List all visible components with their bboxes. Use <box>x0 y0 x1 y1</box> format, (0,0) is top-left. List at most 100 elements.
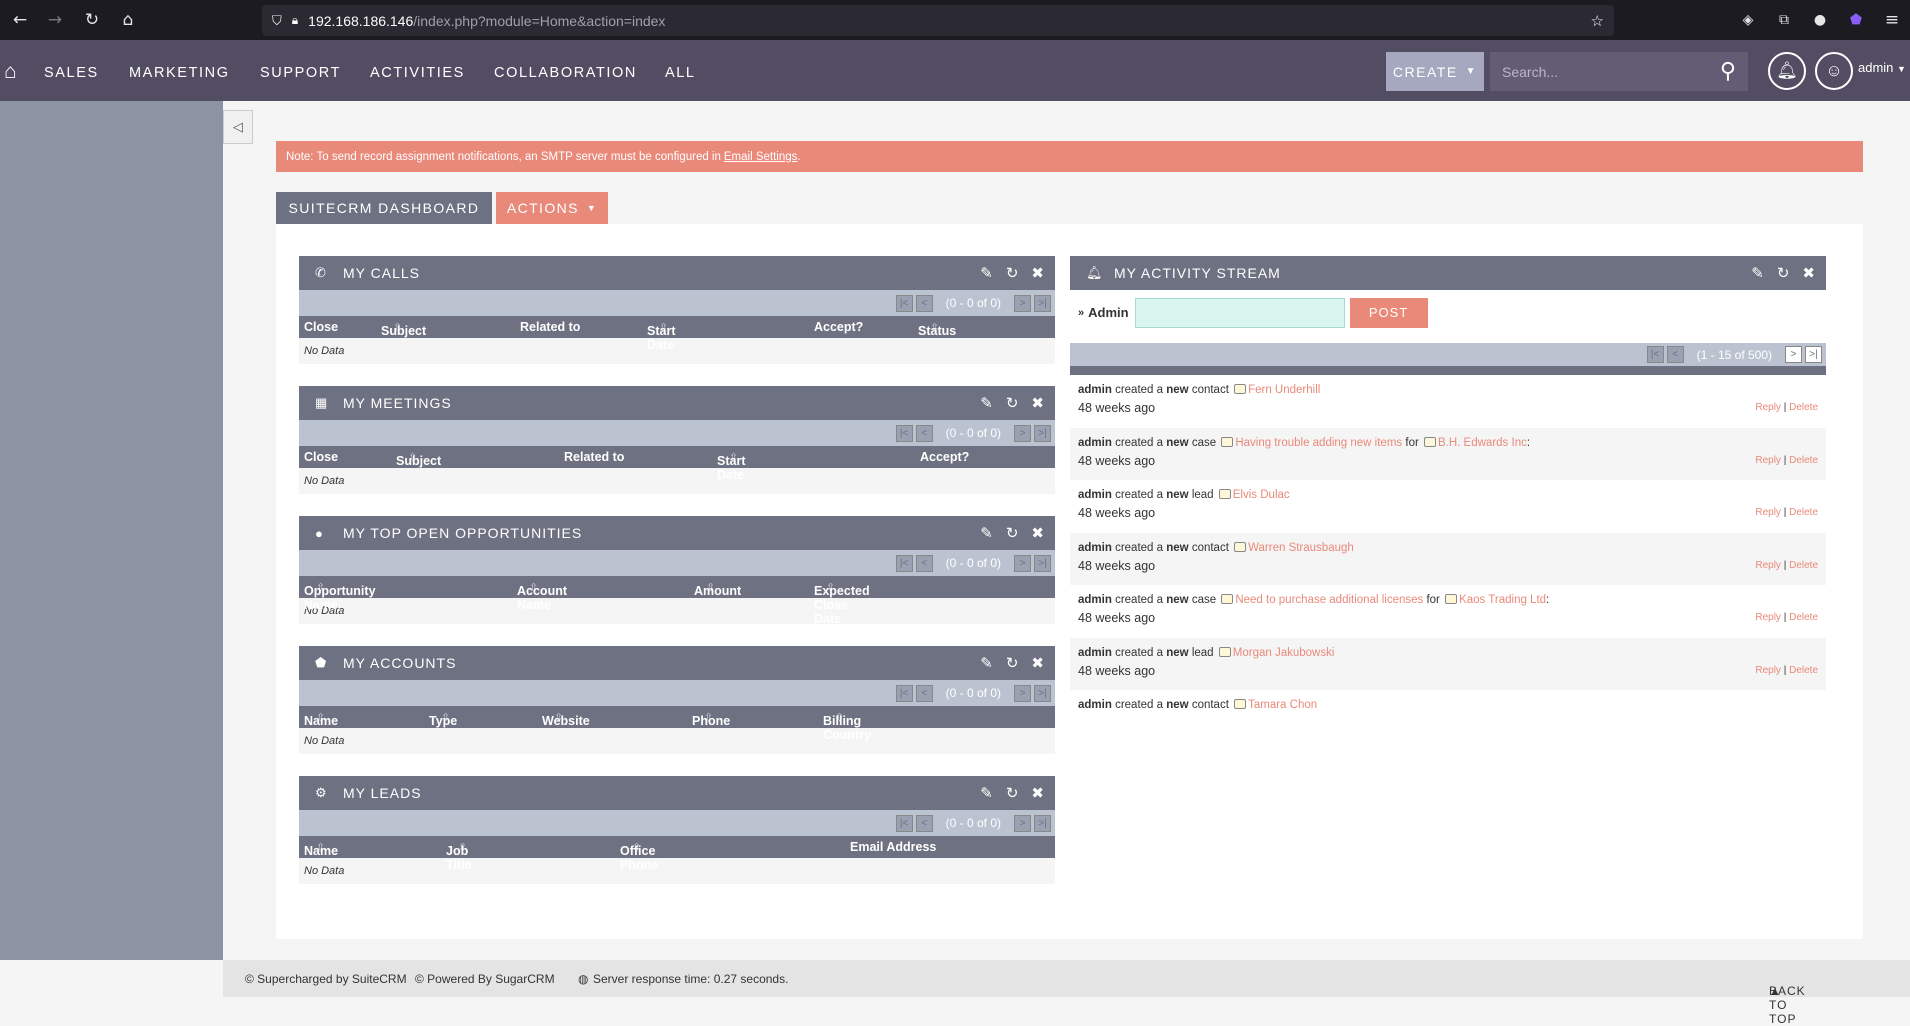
sort-icon[interactable]: ⇳ <box>393 322 403 334</box>
next-page-button[interactable]: > <box>1014 554 1031 572</box>
close-icon[interactable]: ✖ <box>1031 525 1045 542</box>
activity-record-link[interactable]: Warren Strausbaugh <box>1248 541 1354 554</box>
last-page-button[interactable]: >| <box>1034 424 1051 442</box>
back-icon[interactable]: ← <box>12 10 28 30</box>
user-menu[interactable]: admin ▼ <box>1858 60 1906 75</box>
edit-icon[interactable]: ✎ <box>980 265 994 282</box>
close-icon[interactable]: ✖ <box>1031 655 1045 672</box>
prev-page-button[interactable]: < <box>915 294 933 312</box>
column-subject[interactable]: Subject ⇳ <box>396 452 442 468</box>
create-button[interactable]: CREATE ▼ <box>1386 52 1484 91</box>
extension-fox-icon[interactable]: ● <box>1813 12 1827 28</box>
sort-icon[interactable]: ⇳ <box>706 582 716 594</box>
column-subject[interactable]: Subject ⇳ <box>381 322 427 338</box>
global-search-input[interactable]: Search... ⚲ <box>1490 52 1748 91</box>
next-page-button[interactable]: > <box>1014 814 1031 832</box>
last-page-button[interactable]: >| <box>1805 346 1822 363</box>
sort-icon[interactable]: ⇳ <box>408 452 418 464</box>
first-page-button[interactable]: |< <box>895 424 913 442</box>
reply-link[interactable]: Reply <box>1755 454 1781 466</box>
nav-marketing[interactable]: MARKETING <box>129 65 230 81</box>
delete-link[interactable]: Delete <box>1789 507 1818 518</box>
menu-icon[interactable]: ≡ <box>1884 10 1900 30</box>
sort-icon[interactable]: ⇳ <box>659 322 669 334</box>
nav-sales[interactable]: SALES <box>44 65 99 81</box>
sort-icon[interactable]: ⇳ <box>316 712 326 724</box>
column-website[interactable]: Website ⇳ <box>542 712 590 728</box>
bookmark-star-icon[interactable]: ☆ <box>1590 12 1604 30</box>
column-phone[interactable]: Phone ⇳ <box>692 712 731 728</box>
last-page-button[interactable]: >| <box>1034 294 1051 312</box>
forward-icon[interactable]: → <box>47 10 63 30</box>
delete-link[interactable]: Delete <box>1789 402 1818 413</box>
reply-link[interactable]: Reply <box>1755 402 1781 413</box>
close-icon[interactable]: ✖ <box>1031 785 1045 802</box>
home-icon[interactable]: ⌂ <box>122 10 134 30</box>
extension-shield-icon[interactable]: ⬟ <box>1849 12 1863 28</box>
prev-page-button[interactable]: < <box>1666 346 1684 363</box>
first-page-button[interactable]: |< <box>1646 346 1664 363</box>
sort-icon[interactable]: ⇳ <box>316 842 326 854</box>
home-nav-icon[interactable]: ⌂ <box>4 60 17 83</box>
activity-record-link[interactable]: Morgan Jakubowski <box>1232 646 1335 659</box>
activity-record-link[interactable]: Elvis Dulac <box>1232 489 1290 501</box>
sort-icon[interactable]: ⇳ <box>826 582 836 594</box>
column-start-date[interactable]: Start Date ⇳ <box>717 452 746 482</box>
column-name[interactable]: Name ⇳ <box>304 712 339 728</box>
sort-icon[interactable]: ⇳ <box>458 842 468 854</box>
nav-all[interactable]: ALL <box>665 65 696 81</box>
column-account-name[interactable]: Account Name ⇳ <box>517 582 567 612</box>
delete-link[interactable]: Delete <box>1789 612 1818 623</box>
refresh-icon[interactable]: ↻ <box>1005 785 1020 802</box>
column-status[interactable]: Status ⇳ <box>918 322 957 338</box>
notifications-bell-icon[interactable]: 🔔︎ <box>1768 52 1806 90</box>
close-icon[interactable]: ✖ <box>1031 265 1045 282</box>
sort-icon[interactable]: ⇳ <box>704 712 714 724</box>
post-button[interactable]: POST <box>1349 297 1428 328</box>
next-page-button[interactable]: > <box>1014 684 1031 702</box>
reply-link[interactable]: Reply <box>1755 507 1781 518</box>
extensions-icon[interactable]: ⧉ <box>1779 12 1789 28</box>
prev-page-button[interactable]: < <box>915 554 933 572</box>
reply-link[interactable]: Reply <box>1755 612 1781 623</box>
activity-record-link[interactable]: Tamara Chon <box>1248 699 1318 711</box>
sort-icon[interactable]: ⇳ <box>316 582 326 594</box>
delete-link[interactable]: Delete <box>1789 664 1818 676</box>
first-page-button[interactable]: |< <box>895 814 913 832</box>
first-page-button[interactable]: |< <box>895 294 913 312</box>
edit-icon[interactable]: ✎ <box>980 785 994 802</box>
column-billing-country[interactable]: Billing Country ⇳ <box>823 712 871 742</box>
next-page-button[interactable]: > <box>1014 424 1031 442</box>
nav-activities[interactable]: ACTIVITIES <box>370 65 465 81</box>
user-avatar-icon[interactable]: ☺ <box>1815 52 1853 90</box>
refresh-icon[interactable]: ↻ <box>1005 655 1020 672</box>
last-page-button[interactable]: >| <box>1034 814 1051 832</box>
activity-account-link[interactable]: B.H. Edwards Inc <box>1438 436 1527 449</box>
first-page-button[interactable]: |< <box>895 554 913 572</box>
column-job-title[interactable]: Job Title ⇳ <box>446 842 472 872</box>
prev-page-button[interactable]: < <box>915 684 933 702</box>
next-page-button[interactable]: > <box>1785 346 1802 363</box>
next-page-button[interactable]: > <box>1014 294 1031 312</box>
sort-icon[interactable]: ⇳ <box>554 712 564 724</box>
refresh-icon[interactable]: ↻ <box>1005 395 1020 412</box>
delete-link[interactable]: Delete <box>1789 559 1818 571</box>
column-name[interactable]: Name ⇳ <box>304 842 339 858</box>
edit-icon[interactable]: ✎ <box>1751 265 1765 282</box>
column-office-phone[interactable]: Office Phone ⇳ <box>620 842 659 872</box>
activity-record-link[interactable]: Having trouble adding new items <box>1235 436 1403 449</box>
edit-icon[interactable]: ✎ <box>980 655 994 672</box>
close-icon[interactable]: ✖ <box>1031 395 1045 412</box>
nav-collaboration[interactable]: COLLABORATION <box>494 65 638 81</box>
reply-link[interactable]: Reply <box>1755 559 1781 571</box>
delete-link[interactable]: Delete <box>1789 454 1818 466</box>
column-expected-close-date[interactable]: Expected Close Date ⇳ <box>814 582 870 626</box>
pocket-icon[interactable]: ◈ <box>1742 12 1754 28</box>
sort-icon[interactable]: ⇳ <box>529 582 539 594</box>
sort-icon[interactable]: ⇳ <box>632 842 642 854</box>
column-opportunity-name[interactable]: Opportunity Name ⇳ <box>304 582 376 612</box>
first-page-button[interactable]: |< <box>895 684 913 702</box>
refresh-icon[interactable]: ↻ <box>1776 265 1791 282</box>
search-icon[interactable]: ⚲ <box>1719 58 1736 83</box>
column-amount[interactable]: Amount ⇳ <box>694 582 742 598</box>
